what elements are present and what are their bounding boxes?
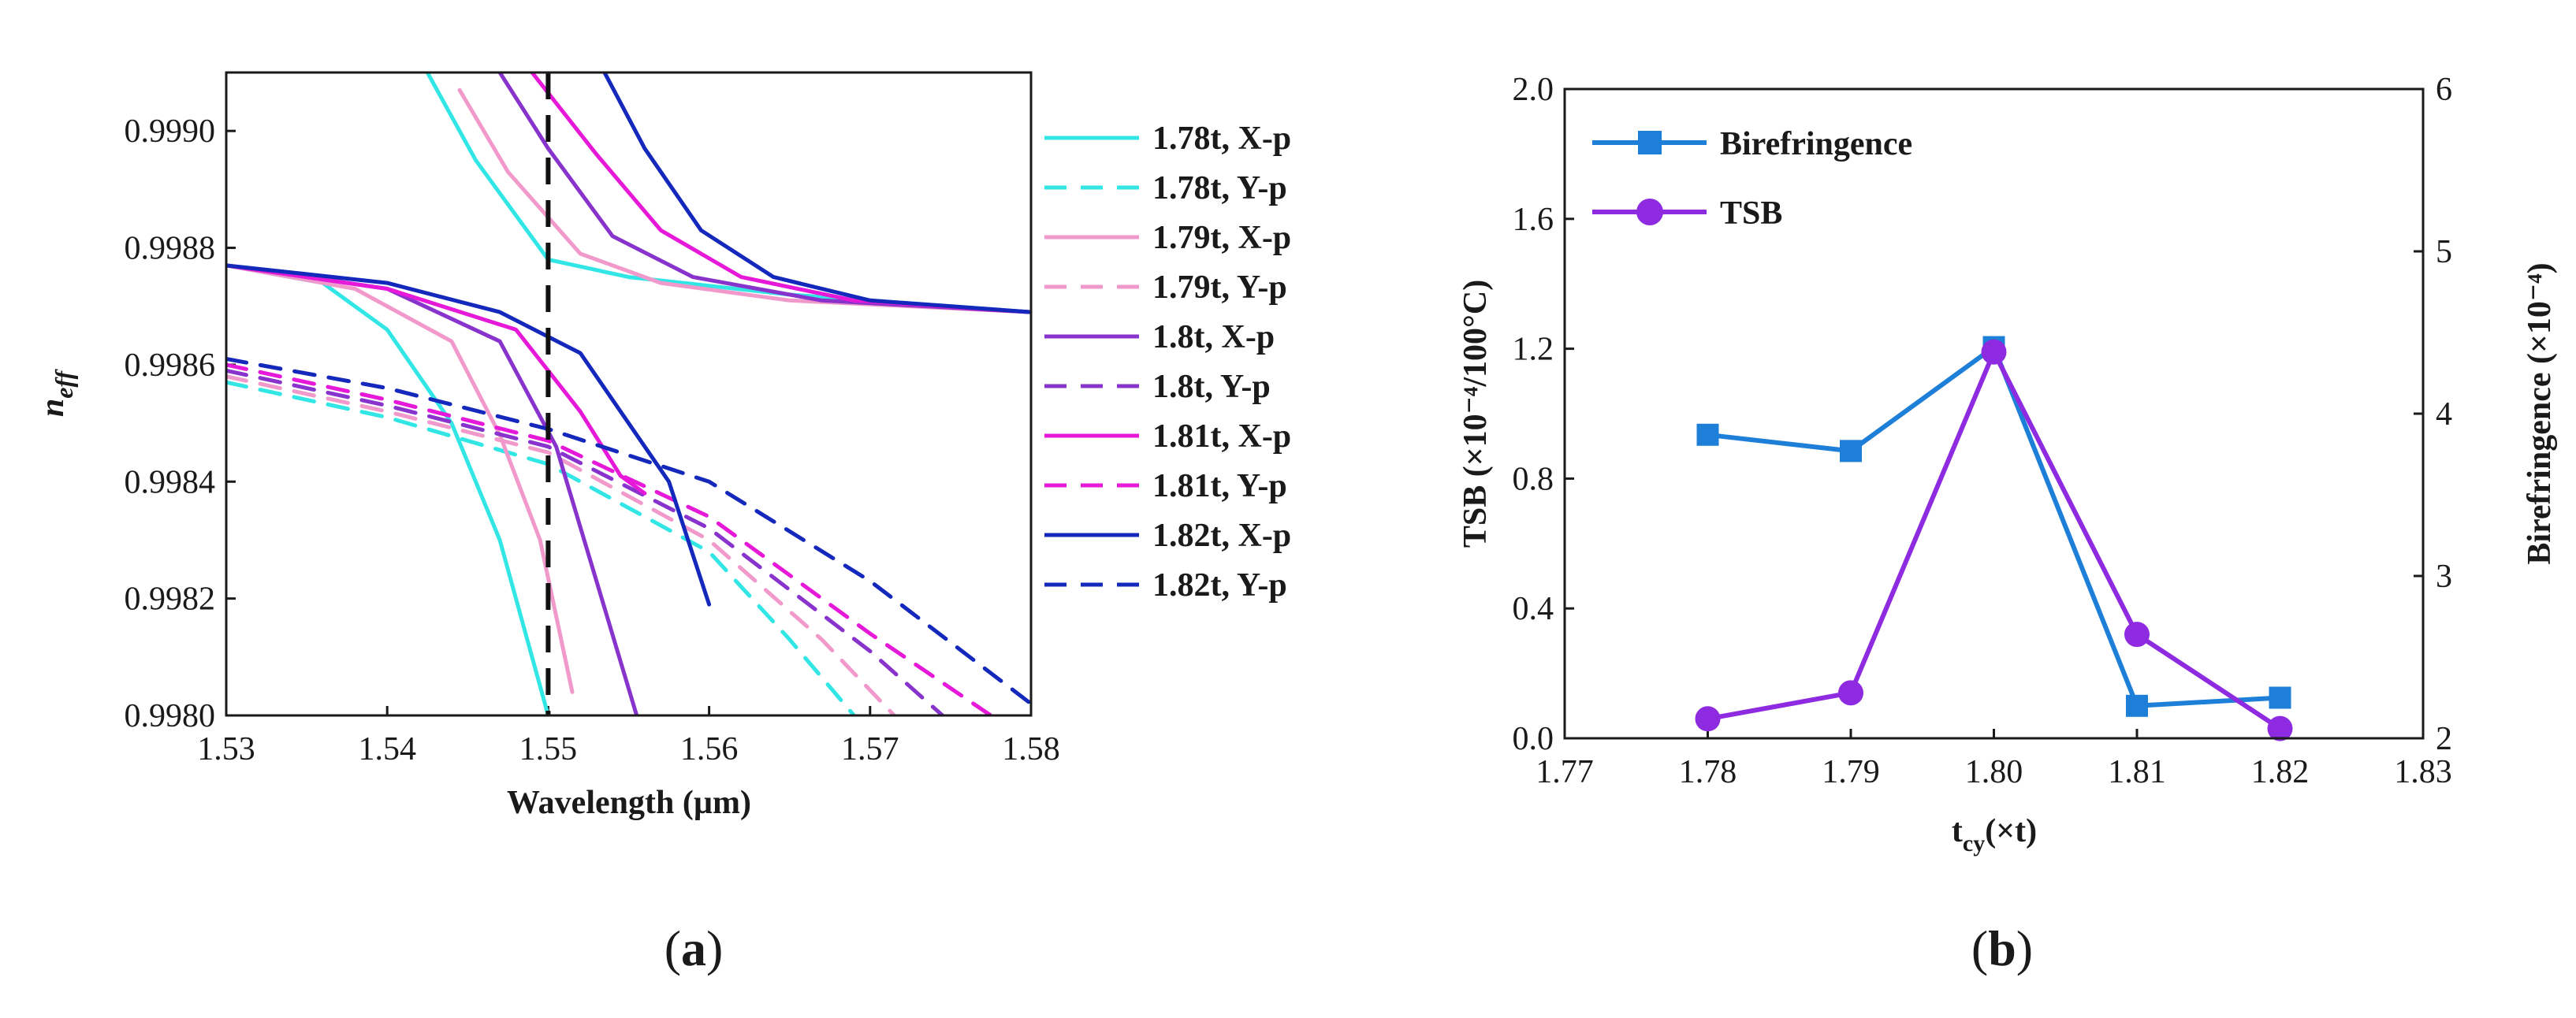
panel-a-y-tick-label: 0.9984 (125, 464, 216, 500)
tsb-series-line (1707, 349, 2282, 731)
panel-b-x-tick-label: 1.80 (1965, 754, 2023, 790)
panel-b-left-y-tick-label: 1.6 (1513, 202, 1554, 238)
panel-b-right-y-axis-label: Birefringence (×10⁻⁴) (2522, 262, 2558, 564)
panel-b-x-axis-label: tcy(×t) (1952, 813, 2037, 856)
panel-a-legend-label: 1.78t, Y-p (1152, 170, 1287, 206)
panel-a-legend-label: 1.79t, Y-p (1152, 269, 1287, 306)
birefringence-point (1696, 423, 1719, 446)
birefringence-point (2126, 694, 2148, 717)
panel-a-x-tick-label: 1.55 (519, 731, 578, 767)
panel-a-series-line (226, 263, 712, 607)
panel-b-right-y-tick-label: 5 (2436, 234, 2452, 270)
panel-a-series-line (226, 263, 550, 715)
panel-a-series-line (425, 72, 1031, 314)
panel-a-legend-label: 1.82t, Y-p (1152, 567, 1287, 604)
panel-a-caption: (a) (664, 920, 724, 976)
panel-a-series-line (226, 380, 856, 715)
panel-a-series-line (226, 263, 575, 694)
tsb-point (1981, 339, 2007, 365)
panel-a-series-line (226, 368, 945, 715)
panel-b-left-y-tick-label: 0.4 (1513, 591, 1554, 627)
panel-b-caption: (b) (1971, 920, 2033, 976)
tsb-point (2267, 715, 2293, 741)
panel-a-series-line (226, 374, 896, 715)
panel-a-series-line (602, 72, 1031, 314)
panel-a-series-line (530, 72, 1031, 314)
panel-b-chart: 1.77 1.78 1.79 1.80 1.81 1.82 1.83 0.0 0.4 0.8 1.2… (1457, 72, 2558, 976)
panel-b-right-y-tick-label: 6 (2436, 72, 2452, 108)
panel-a-x-tick-label: 1.53 (197, 731, 255, 767)
panel-a-y-axis-label: neff (35, 369, 78, 418)
tsb-point (1838, 680, 1863, 706)
panel-b-legend-marker (1638, 131, 1662, 154)
panel-b-legend-label: Birefringence (1720, 126, 1912, 162)
panel-b-right-y-tick-label: 4 (2436, 396, 2452, 433)
panel-a-chart: 1.53 1.54 1.55 1.56 1.57 1.58 0.9980 0.9982 0.99… (35, 71, 1291, 976)
birefringence-point (1840, 440, 1862, 463)
panel-b-legend: Birefringence TSB (1592, 126, 1912, 232)
panel-a-legend-label: 1.81t, Y-p (1152, 468, 1287, 504)
panel-b-x-tick-label: 1.77 (1536, 754, 1594, 790)
panel-b-right-y-tick-label: 2 (2436, 721, 2452, 757)
panel-a-y-tick-label: 0.9982 (125, 581, 216, 618)
panel-b-x-tick-label: 1.78 (1679, 754, 1737, 790)
panel-b-left-y-tick-label: 2.0 (1513, 72, 1554, 108)
panel-b-left-y-tick-label: 0.0 (1513, 721, 1554, 757)
panel-a-frame (225, 71, 1033, 717)
panel-a-legend-label: 1.79t, X-p (1152, 220, 1291, 256)
panel-b-x-tick-label: 1.79 (1822, 754, 1880, 790)
panel-a-x-tick-label: 1.58 (1002, 731, 1060, 767)
panel-a-legend-label: 1.81t, X-p (1152, 418, 1291, 455)
panel-b-left-y-tick-label: 1.2 (1513, 332, 1554, 368)
panel-a-y-tick-label: 0.9980 (125, 698, 216, 734)
panel-a-legend-label: 1.82t, X-p (1152, 518, 1291, 554)
panel-a-series-line (226, 263, 647, 496)
panel-a-y-tick-label: 0.9988 (125, 231, 216, 267)
panel-b-left-y-tick-label: 0.8 (1513, 461, 1554, 497)
panel-a-series-line (497, 72, 1031, 314)
panel-a-x-tick-label: 1.57 (841, 731, 899, 767)
panel-b-x-tick-label: 1.82 (2251, 754, 2310, 790)
panel-b-frame (1563, 87, 2425, 740)
panel-b-x-tick-label: 1.83 (2394, 754, 2452, 790)
panel-a-x-axis-label: Wavelength (µm) (507, 785, 751, 821)
panel-a-x-tick-label: 1.54 (358, 731, 416, 767)
panel-a-series-line (226, 357, 1031, 706)
panel-b-legend-label: TSB (1720, 195, 1782, 232)
panel-b-left-y-axis-label: TSB (×10⁻⁴/100°C) (1457, 280, 1494, 548)
birefringence-series-line (1707, 344, 2280, 708)
panel-a-legend-label: 1.8t, Y-p (1152, 369, 1271, 405)
birefringence-point (2269, 686, 2291, 709)
panel-a-x-tick-label: 1.56 (680, 731, 739, 767)
panel-b-legend-marker (1636, 199, 1663, 225)
panel-a-y-tick-label: 0.9990 (125, 113, 216, 150)
panel-a-series-line (226, 362, 993, 715)
tsb-point (2124, 622, 2150, 648)
panel-b-x-tick-label: 1.81 (2108, 754, 2166, 790)
panel-a-legend-label: 1.78t, X-p (1152, 121, 1291, 157)
panel-a-legend-label: 1.8t, X-p (1152, 319, 1275, 355)
panel-a-legend: 1.78t, X-p 1.78t, Y-p 1.79t, X-p 1.79t, Y-p… (1044, 121, 1291, 604)
tsb-point (1695, 706, 1721, 732)
panel-a-series-line (226, 263, 639, 715)
panel-b-right-y-tick-label: 3 (2436, 559, 2452, 595)
panel-a-y-tick-label: 0.9986 (125, 347, 216, 384)
